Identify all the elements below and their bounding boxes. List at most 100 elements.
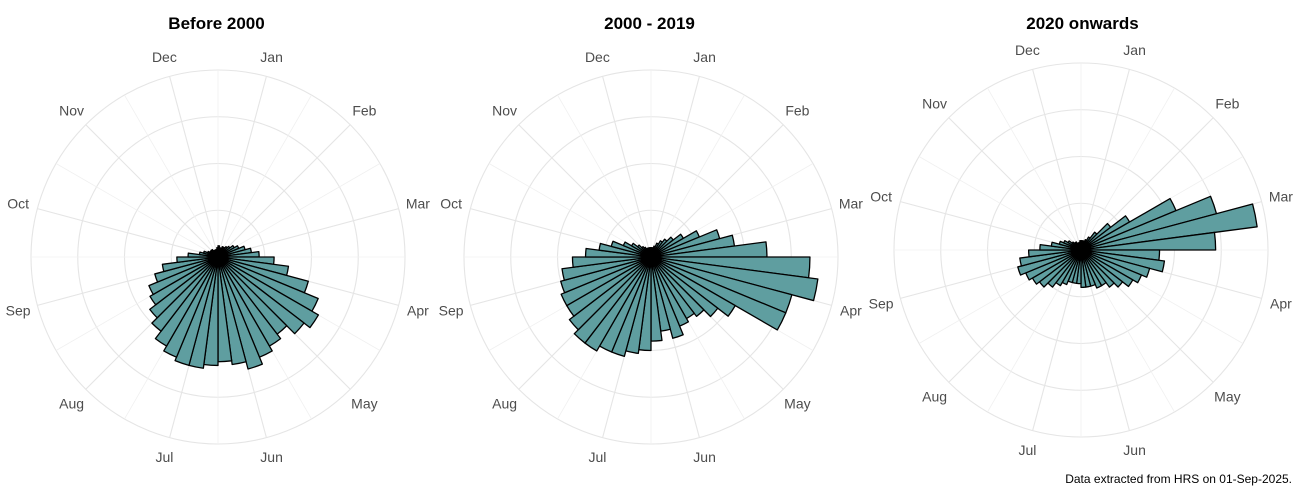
bar-sep-4 <box>176 256 219 264</box>
bar-aug-2 <box>573 256 652 344</box>
month-label-oct: Oct <box>440 195 462 211</box>
bar-may-2 <box>217 256 305 335</box>
month-label-jun: Jun <box>693 449 716 465</box>
month-label-dec: Dec <box>585 49 610 65</box>
month-label-feb: Feb <box>785 103 809 119</box>
bar-dec-4 <box>1079 240 1082 251</box>
month-label-may: May <box>784 395 810 411</box>
month-label-sep: Sep <box>6 303 31 319</box>
month-label-jan: Jan <box>260 49 283 65</box>
month-label-mar: Mar <box>406 195 430 211</box>
bar-mar-4 <box>1080 231 1217 251</box>
bar-apr-4 <box>650 256 787 331</box>
bar-may-1 <box>217 256 320 329</box>
chart-title: Before 2000 <box>168 14 265 33</box>
bar-aug-4 <box>149 256 219 306</box>
month-label-aug: Aug <box>59 395 84 411</box>
bar-jun-2 <box>650 256 684 339</box>
month-label-feb: Feb <box>352 103 376 119</box>
month-label-jun: Jun <box>260 449 283 465</box>
grid-spoke-minor <box>124 94 219 258</box>
bar-may-2 <box>650 256 719 318</box>
grid-spoke-minor <box>217 94 312 258</box>
grid-spoke-minor <box>557 94 652 258</box>
grid-spoke-minor <box>918 156 1082 251</box>
bar-sep-2 <box>1017 249 1082 276</box>
month-label-nov: Nov <box>922 96 947 112</box>
bar-sep-4 <box>1027 249 1082 258</box>
bar-aug-1 <box>154 256 219 347</box>
month-label-apr: Apr <box>1270 296 1292 312</box>
bar-sep-3 <box>161 256 219 273</box>
bar-sep-2 <box>154 256 219 283</box>
grid-spoke <box>217 76 267 258</box>
bar-jun-3 <box>217 256 247 366</box>
grid-spoke-minor <box>1080 87 1175 251</box>
bar-aug-3 <box>568 256 652 331</box>
polar-chart-2020-onwards: Jan Feb Mar Apr May Jun Jul Aug Sep Oct Nov Dec <box>869 42 1294 458</box>
grid-spoke <box>1032 69 1082 251</box>
month-label-aug: Aug <box>492 395 517 411</box>
polar-chart-before-2000: Jan Feb Mar Apr May Jun Jul Aug Sep Oct Nov Dec <box>6 49 431 465</box>
month-label-mar: Mar <box>839 195 863 211</box>
bar-may-1 <box>650 256 736 317</box>
month-label-oct: Oct <box>7 195 29 211</box>
grid-spoke <box>948 117 1082 251</box>
month-label-mar: Mar <box>1269 188 1293 204</box>
month-label-apr: Apr <box>840 303 862 319</box>
grid-spoke-minor <box>987 87 1082 251</box>
grid-spoke <box>1080 69 1130 251</box>
month-label-dec: Dec <box>1015 42 1040 58</box>
month-label-may: May <box>1214 388 1240 404</box>
bar-dec-4 <box>216 247 219 258</box>
bar-sep-2 <box>560 256 652 294</box>
bar-may-2 <box>1080 249 1124 288</box>
grid-spoke <box>602 76 652 258</box>
grid-spoke-minor <box>488 163 652 258</box>
grid-spoke <box>900 201 1082 251</box>
panel-2020-onwards: 2020 onwards Jan Feb Mar Apr May Jun Jul Aug Sep… <box>866 0 1299 500</box>
bar-jun-1 <box>1080 249 1103 289</box>
month-label-sep: Sep <box>869 296 894 312</box>
bar-aug-3 <box>149 256 219 319</box>
month-label-jul: Jul <box>588 449 606 465</box>
month-label-apr: Apr <box>407 303 429 319</box>
bar-sep-1 <box>148 256 219 296</box>
month-label-sep: Sep <box>439 303 464 319</box>
bar-sep-1 <box>560 256 652 307</box>
bar-jun-2 <box>217 256 264 370</box>
grid-spoke <box>85 124 219 258</box>
grid-spoke <box>37 208 219 258</box>
month-label-oct: Oct <box>870 188 892 204</box>
bar-dec-4 <box>649 247 652 258</box>
bar-may-1 <box>1080 249 1134 288</box>
grid-spoke-minor <box>217 163 381 258</box>
bar-mar-3 <box>1080 203 1258 251</box>
grid-spoke-minor <box>55 163 219 258</box>
bar-jun-4 <box>1080 249 1087 289</box>
grid-spoke <box>169 76 219 258</box>
month-label-dec: Dec <box>152 49 177 65</box>
month-label-feb: Feb <box>1215 96 1239 112</box>
month-label-aug: Aug <box>922 388 947 404</box>
grid-spoke-minor <box>650 94 745 258</box>
chart-title: 2020 onwards <box>1026 14 1139 33</box>
month-label-jul: Jul <box>155 449 173 465</box>
grid-spoke <box>217 124 351 258</box>
panel-2000-2019: 2000 - 2019 Jan Feb Mar Apr May Jun Jul Aug Sep O… <box>433 0 866 500</box>
bar-jul-4 <box>163 256 219 358</box>
data-source-caption: Data extracted from HRS on 01-Sep-2025. <box>1065 472 1292 486</box>
grid-spoke <box>518 124 652 258</box>
bar-aug-2 <box>151 256 219 332</box>
month-label-jun: Jun <box>1123 442 1146 458</box>
bar-sep-3 <box>1019 249 1082 267</box>
month-label-nov: Nov <box>59 103 84 119</box>
bar-sep-3 <box>561 256 652 281</box>
bar-may-3 <box>1080 249 1115 288</box>
month-label-jan: Jan <box>693 49 716 65</box>
grid-spoke <box>650 124 784 258</box>
chart-title: 2000 - 2019 <box>604 14 695 33</box>
grid-spoke <box>650 76 700 258</box>
month-label-jan: Jan <box>1123 42 1146 58</box>
month-label-jul: Jul <box>1018 442 1036 458</box>
